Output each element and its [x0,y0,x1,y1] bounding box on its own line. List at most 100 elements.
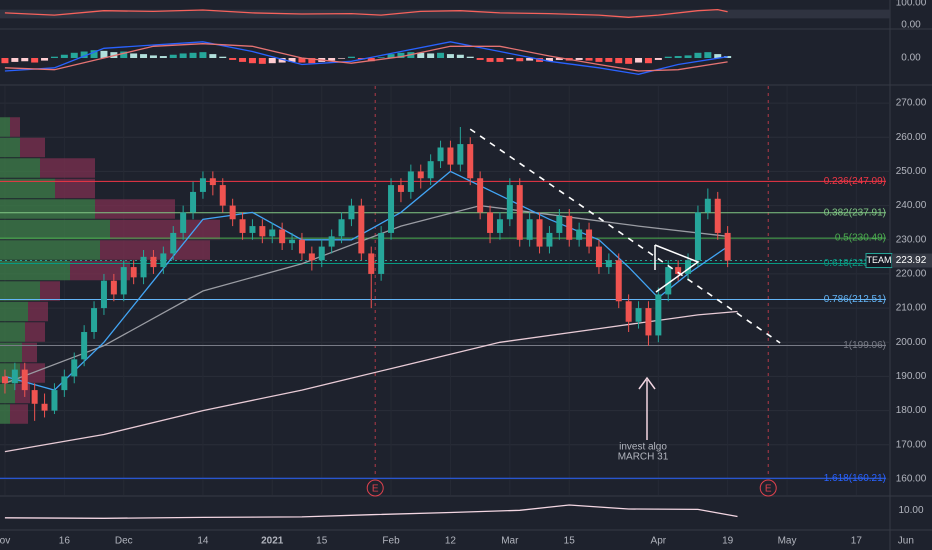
candle-body [566,215,573,240]
candle-body [41,403,48,411]
volume-profile-down [28,301,48,322]
macd-histogram-bar [367,58,375,62]
macd-histogram-bar [11,58,19,62]
macd-histogram-bar [615,58,623,64]
candle-body [447,147,454,165]
macd-histogram-bar [357,58,365,60]
macd-histogram-bar [694,52,702,58]
indicator-line [4,8,728,18]
candle-body [694,212,701,261]
candle-body [170,232,177,254]
candle-body [81,332,88,360]
macd-histogram-bar [625,58,633,64]
volume-profile-down [20,137,45,158]
candle-body [576,229,583,240]
x-tick-label: 2021 [261,536,284,547]
volume-profile-down [110,219,220,240]
macd-histogram-bar [149,55,157,58]
macd-histogram-bar [288,58,296,62]
x-tick-label: Apr [651,536,667,547]
macd-histogram-bar [120,51,128,58]
candle-body [1,376,8,384]
candle-body [556,215,563,233]
candle-body [229,205,236,220]
candle-body [21,369,28,391]
candle-body [51,390,58,411]
volume-profile-down [40,281,60,301]
candle-body [190,191,197,213]
macd-histogram-bar [575,58,583,60]
candle-body [655,294,662,336]
candle-body [71,359,78,377]
macd-histogram-bar [545,58,553,62]
x-tick-label: Mar [501,536,519,547]
macd-histogram-bar [555,58,563,60]
candle-body [536,219,543,247]
macd-histogram-bar [526,58,534,61]
macd-histogram-bar [80,51,88,58]
volume-profile-up [0,117,10,137]
candle-body [516,185,523,240]
candle-body [665,267,672,295]
candle-body [239,219,246,233]
macd-histogram-bar [417,52,425,58]
volume-profile-up [0,383,15,404]
volume-profile-down [55,178,95,199]
y-tick-label: 210.00 [896,303,927,314]
macd-histogram-bar [377,57,385,58]
candle-body [249,226,256,233]
x-tick-label: 12 [445,536,457,547]
candle-body [11,369,18,384]
macd-histogram-bar [437,52,445,58]
volume-profile-down [10,117,20,137]
y-tick-label: 250.00 [896,166,927,177]
macd-histogram-bar [159,56,167,58]
candle-body [645,308,652,336]
candle-body [675,267,682,274]
macd-histogram-bar [338,58,346,59]
candle-body [150,256,157,268]
y-tick-label: 260.00 [896,132,927,143]
y-tick-label: 200.00 [896,337,927,348]
candle-body [328,236,335,247]
volume-profile-up [0,199,95,219]
macd-histogram-bar [704,52,712,58]
candle-body [685,260,692,274]
candle-body [595,246,602,268]
candle-body [140,256,147,278]
candle-body [308,253,315,261]
candle-body [368,253,375,274]
macd-histogram-bar [21,58,29,62]
macd-histogram-bar [1,58,9,64]
candle-body [427,161,434,179]
macd-histogram-bar [466,56,474,58]
earnings-label: E [372,484,379,495]
volume-profile-down [10,404,28,424]
macd-histogram-bar [258,58,266,64]
volume-profile-up [0,158,40,178]
candle-body [209,178,216,186]
volume-profile-up [0,281,40,301]
candle-body [91,308,98,333]
volume-profile-down [40,158,95,178]
fib-label: 1(199.06) [843,340,886,351]
candle-body [546,232,553,247]
candle-body [130,267,137,278]
macd-histogram-bar [50,56,58,58]
macd-histogram-bar [684,55,692,58]
candle-body [487,212,494,233]
fib-label: 1.618(160.21) [824,473,886,484]
candle-body [61,376,68,391]
y-tick-label: 190.00 [896,371,927,382]
volume-profile-up [0,137,20,158]
candle-body [180,212,187,233]
x-tick-label: 14 [197,536,209,547]
volume-profile-down [70,260,130,281]
macd-histogram-bar [486,58,494,62]
moving-average [4,310,738,453]
candle-body [526,219,533,240]
triangle-drawing [654,244,700,293]
macd-histogram-bar [308,58,316,64]
volume-profile-up [0,260,70,281]
